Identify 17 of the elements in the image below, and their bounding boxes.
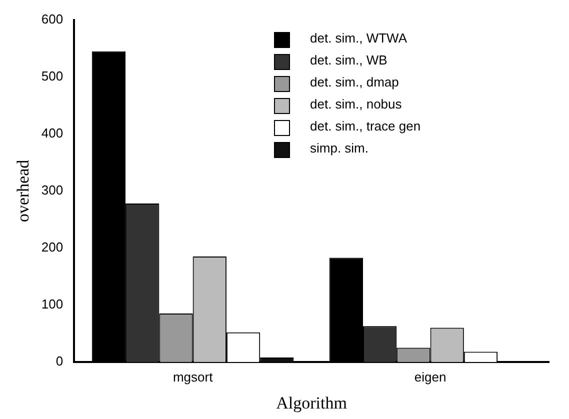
legend-label: det. sim., WTWA <box>310 30 408 46</box>
y-tick-label: 200 <box>41 240 64 255</box>
legend-label: det. sim., trace gen <box>310 118 421 134</box>
x-axis-title: Algorithm <box>276 393 347 412</box>
legend-label: det. sim., WB <box>310 52 388 68</box>
y-tick-label: 0 <box>56 354 64 369</box>
x-tick-label: eigen <box>414 369 446 384</box>
y-tick-label: 600 <box>41 12 64 27</box>
y-tick-label: 500 <box>41 68 64 84</box>
legend-label: det. sim., nobus <box>310 96 402 112</box>
y-tick-label: 100 <box>41 296 64 312</box>
y-tick-label: 400 <box>41 126 64 141</box>
y-axis-title: overhead <box>14 159 33 222</box>
legend-label: det. sim., dmap <box>310 74 399 90</box>
legend-label: simp. sim. <box>310 140 368 156</box>
y-tick-label: 300 <box>41 182 64 198</box>
x-tick-label: mgsort <box>172 369 214 384</box>
